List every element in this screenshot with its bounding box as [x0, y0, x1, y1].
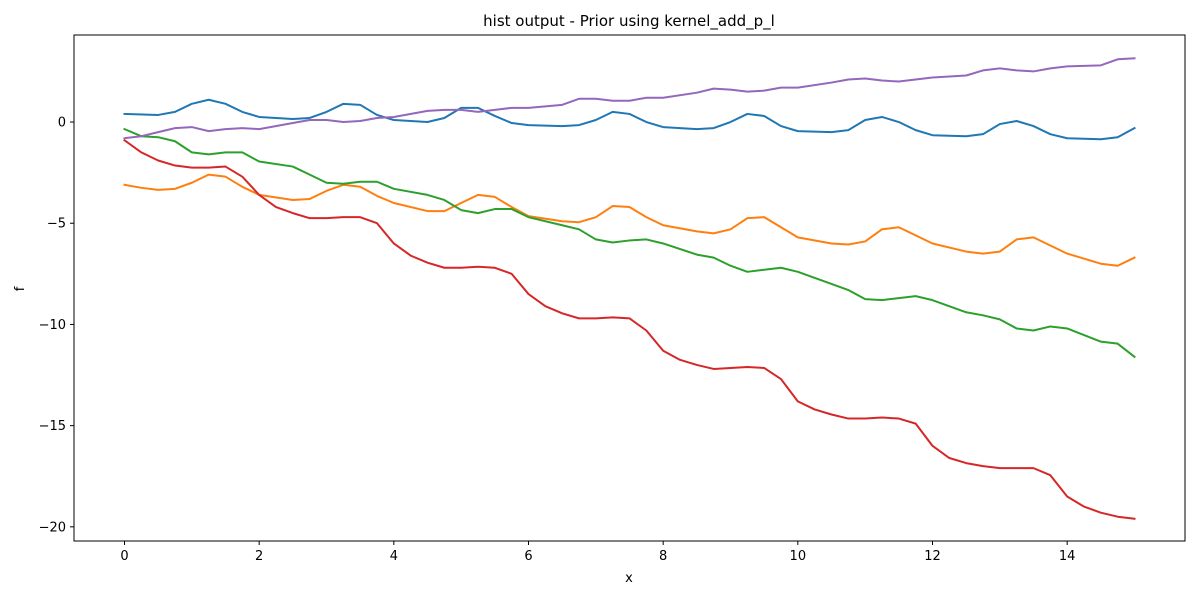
- chart-title: hist output - Prior using kernel_add_p_l: [483, 12, 775, 31]
- series-layer: [123, 57, 1136, 520]
- series-line-2: [123, 173, 1136, 267]
- series-line-1: [123, 98, 1136, 141]
- plot-frame: [73, 34, 1186, 542]
- x-tick-label: 14: [1059, 549, 1076, 564]
- x-axis-label: x: [625, 571, 633, 586]
- x-tick-label: 10: [790, 549, 807, 564]
- y-tick-label: −15: [39, 419, 66, 434]
- x-tick-label: 4: [390, 549, 398, 564]
- x-tick-label: 2: [255, 549, 263, 564]
- series-line-3: [123, 127, 1136, 359]
- x-tick-label: 12: [924, 549, 941, 564]
- series-line-4: [123, 138, 1136, 520]
- y-tick-label: −10: [39, 318, 66, 333]
- x-tick-label: 0: [120, 549, 128, 564]
- y-tick-label: −20: [39, 520, 66, 535]
- series-line-5: [123, 57, 1136, 140]
- y-tick-label: −5: [47, 217, 66, 232]
- x-tick-label: 6: [524, 549, 532, 564]
- y-axis-label: f: [13, 286, 28, 291]
- y-tick-label: 0: [58, 116, 66, 131]
- axes-layer: 0 2 4 6 8 10 12 14 0 −5 −10 −15 −20: [39, 34, 1186, 564]
- x-tick-label: 8: [659, 549, 667, 564]
